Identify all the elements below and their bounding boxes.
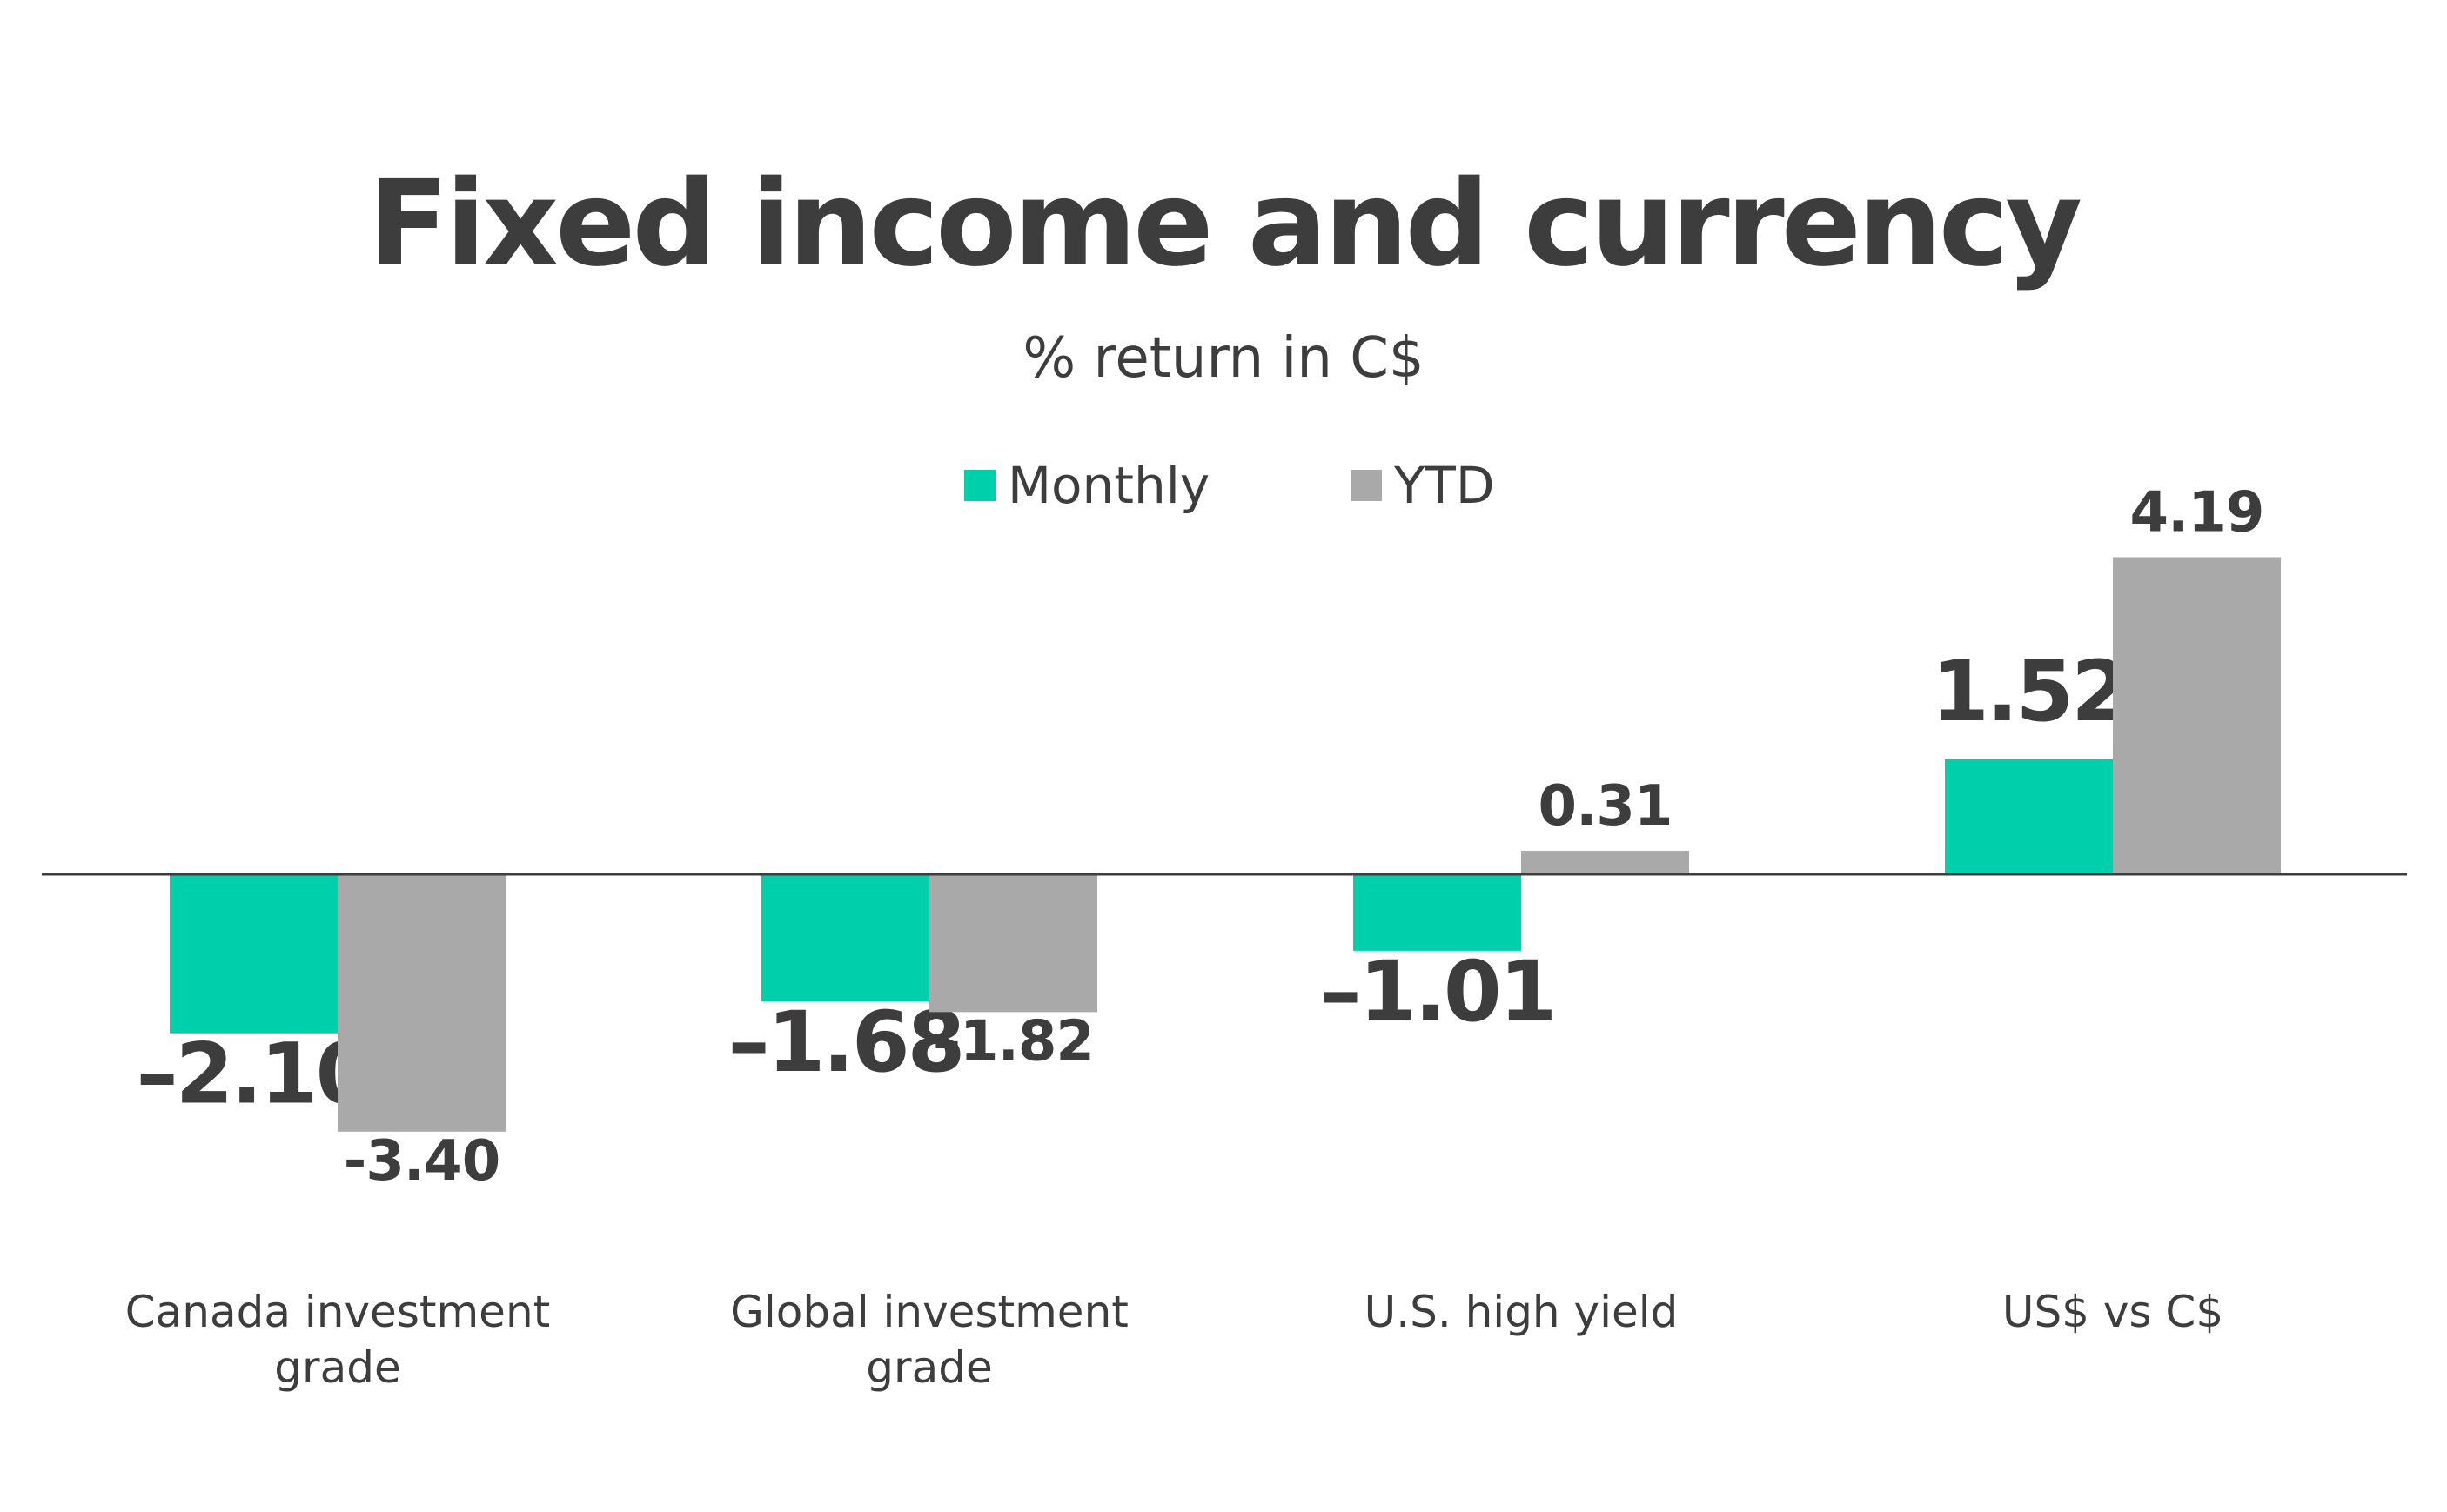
bar-monthly-us-vs-c (1945, 759, 2113, 874)
legend-item-monthly: Monthly (964, 451, 1210, 520)
value-label-monthly-canada-investment-grade: –2.10 (137, 1026, 372, 1123)
category-label-global-investment-grade-line-1: Global investment (730, 1287, 1129, 1337)
legend-swatch-ytd (1351, 470, 1382, 501)
value-label-monthly-global-investment-grade: –1.68 (728, 994, 963, 1091)
legend-swatch-monthly (964, 470, 996, 501)
value-label-ytd-u-s-high-yield: 0.31 (1539, 774, 1673, 839)
chart-subtitle: % return in C$ (1022, 326, 1425, 391)
value-label-ytd-us-vs-c: 4.19 (2130, 480, 2264, 545)
category-label-global-investment-grade-line-2: grade (866, 1342, 992, 1393)
bar-monthly-canada-investment-grade (170, 874, 338, 1034)
bar-ytd-canada-investment-grade (338, 874, 506, 1132)
bar-monthly-global-investment-grade (761, 874, 929, 1002)
chart-title: Fixed income and currency (367, 156, 2082, 293)
legend: Monthly YTD (0, 451, 2447, 520)
value-label-monthly-u-s-high-yield: –1.01 (1320, 943, 1555, 1040)
category-label-us-vs-c: US$ vs C$ (2002, 1287, 2223, 1337)
bar-ytd-global-investment-grade (929, 874, 1097, 1013)
bar-monthly-u-s-high-yield (1353, 874, 1521, 951)
legend-label-ytd: YTD (1394, 456, 1495, 515)
legend-item-ytd: YTD (1351, 451, 1495, 520)
value-label-monthly-us-vs-c: 1.52 (1931, 643, 2127, 740)
category-label-u-s-high-yield: U.S. high yield (1364, 1287, 1679, 1337)
bar-ytd-us-vs-c (2113, 557, 2281, 874)
value-label-ytd-canada-investment-grade: -3.40 (344, 1129, 499, 1194)
category-label-canada-investment-grade-line-1: Canada investment (125, 1287, 551, 1337)
category-label-canada-investment-grade-line-2: grade (274, 1342, 400, 1393)
value-label-ytd-global-investment-grade: –1.82 (933, 1009, 1094, 1074)
legend-label-monthly: Monthly (1008, 456, 1210, 515)
bar-ytd-u-s-high-yield (1521, 851, 1689, 874)
